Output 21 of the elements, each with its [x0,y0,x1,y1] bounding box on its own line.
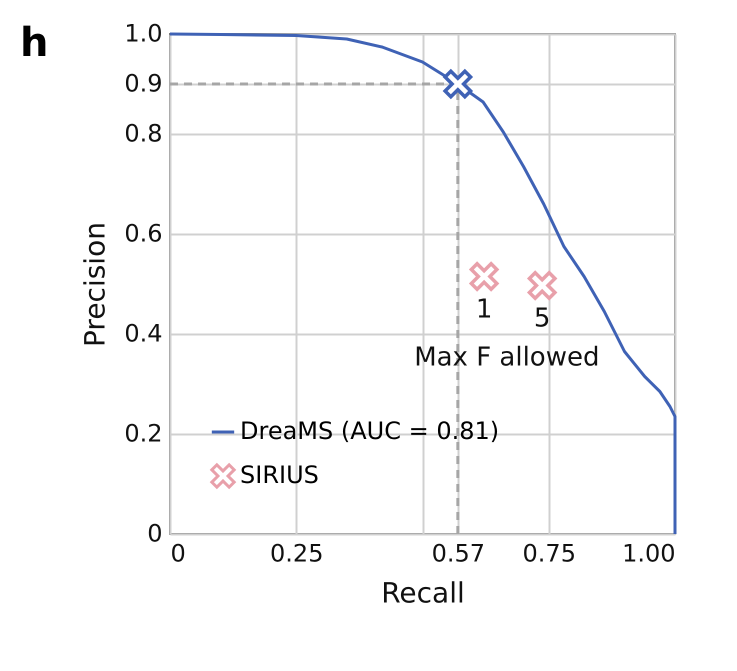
y-tick-label: 0.2 [124,420,162,448]
y-axis-title: Precision [78,222,112,347]
y-tick-label: 0.6 [124,220,162,248]
x-tick-label: 0.25 [270,540,324,568]
legend-label: SIRIUS [240,461,319,489]
x-axis-title: Recall [381,576,465,610]
chart-title: h [20,20,48,66]
x-tick-label: 0.75 [522,540,576,568]
y-tick-label: 0.4 [124,320,162,348]
line-series [168,32,676,536]
legend-label: DreaMS (AUC = 0.81) [240,417,500,445]
y-tick-label: 0 [147,520,162,548]
x-tick-label: 0 [170,540,186,568]
x-tick-label: 0.57 [432,540,486,568]
annotation: 1 [476,294,492,324]
y-tick-label: 0.8 [124,120,162,148]
y-tick-label: 1.0 [124,20,162,48]
y-tick-label: 0.9 [124,70,162,98]
x-tick-label: 1.00 [622,540,676,568]
annotation: 5 [534,304,550,334]
annotation: Max F allowed [414,342,600,372]
